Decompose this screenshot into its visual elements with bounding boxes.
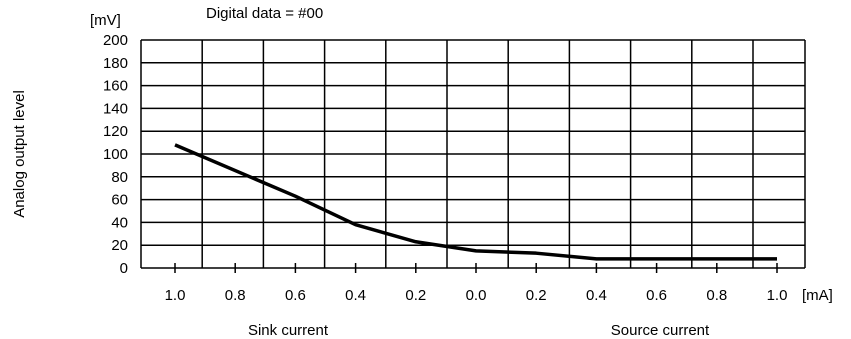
y-tick-label: 0: [120, 260, 128, 277]
x-tick-label: 0.6: [285, 287, 306, 304]
x-tick-label: 1.0: [165, 287, 186, 304]
sink-current-label: Sink current: [248, 322, 329, 339]
y-tick-label: 160: [103, 78, 128, 95]
x-tick-label: 0.0: [466, 287, 487, 304]
y-tick-labels: 0 20 40 60 80 100 120 140 160 180 200: [103, 32, 128, 277]
y-axis-label: Analog output level: [11, 90, 28, 218]
y-tick-label: 200: [103, 32, 128, 49]
x-tick-label: 0.4: [586, 287, 607, 304]
series-group: [174, 143, 777, 261]
y-tick-label: 40: [111, 214, 128, 231]
chart-title: Digital data = #00: [206, 5, 323, 22]
x-tick-label: 0.2: [405, 287, 426, 304]
y-unit-label: [mV]: [90, 12, 121, 29]
grid: [140, 39, 806, 273]
x-tick-labels: 1.0 0.8 0.6 0.4 0.2 0.0 0.2 0.4 0.6 0.8 1.0: [165, 287, 788, 304]
x-tick-label: 0.4: [345, 287, 366, 304]
y-tick-label: 100: [103, 146, 128, 163]
source-current-label: Source current: [611, 322, 710, 339]
x-tick-label: 1.0: [767, 287, 788, 304]
series-line: [174, 143, 777, 261]
x-tick-label: 0.2: [526, 287, 547, 304]
y-tick-label: 140: [103, 100, 128, 117]
y-tick-label: 120: [103, 123, 128, 140]
y-tick-label: 60: [111, 192, 128, 209]
y-tick-label: 20: [111, 237, 128, 254]
x-tick-label: 0.6: [646, 287, 667, 304]
y-tick-label: 180: [103, 55, 128, 72]
x-tick-label: 0.8: [706, 287, 727, 304]
y-tick-label: 80: [111, 169, 128, 186]
x-unit-label: [mA]: [802, 287, 833, 304]
x-tick-label: 0.8: [225, 287, 246, 304]
